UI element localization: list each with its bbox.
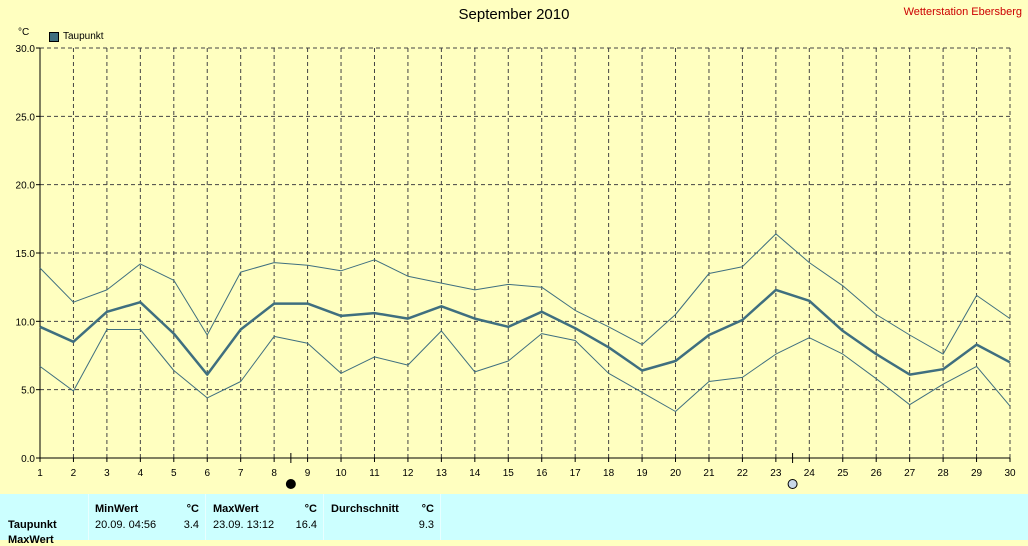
x-tick-label: 22: [737, 468, 749, 479]
min-value: 3.4: [183, 519, 199, 531]
series-line-mean: [39, 288, 1011, 376]
x-tick-label: 24: [804, 468, 816, 479]
min-time: 20.09. 04:56: [95, 519, 157, 531]
series: [39, 233, 1011, 412]
max-unit: °C: [304, 503, 317, 515]
stats-panel: Taupunkt MaxWert MinWert °C 20.09. 04:56…: [0, 494, 1028, 546]
grid: [39, 47, 1011, 459]
y-tick-label: 25.0: [16, 112, 36, 123]
x-tick-label: 25: [837, 468, 849, 479]
y-tick-label: 20.0: [16, 181, 36, 192]
x-tick-label: 1: [37, 468, 43, 479]
y-tick-label: 5.0: [21, 386, 35, 397]
stats-avg-column: Durchschnitt °C 9.3: [323, 494, 441, 540]
stats-row-label-2: MaxWert: [8, 534, 54, 546]
x-tick-label: 13: [436, 468, 448, 479]
y-tick-label: 15.0: [16, 249, 36, 260]
x-tick-label: 17: [570, 468, 582, 479]
min-header: MinWert: [95, 503, 139, 515]
avg-value: 9.3: [418, 519, 434, 531]
stats-max-column: MaxWert °C 23.09. 13:12 16.4: [205, 494, 323, 540]
max-time: 23.09. 13:12: [213, 519, 275, 531]
x-tick-label: 6: [204, 468, 210, 479]
x-tick-label: 19: [637, 468, 649, 479]
avg-unit: °C: [421, 503, 434, 515]
x-tick-label: 27: [904, 468, 916, 479]
x-tick-label: 14: [469, 468, 481, 479]
legend: Taupunkt: [49, 31, 104, 42]
x-tick-label: 23: [770, 468, 782, 479]
min-unit: °C: [186, 503, 199, 515]
stats-min-column: MinWert °C 20.09. 04:56 3.4: [88, 494, 205, 540]
axes: [36, 47, 1011, 462]
x-tick-label: 10: [335, 468, 347, 479]
legend-label: Taupunkt: [63, 31, 104, 42]
stats-row-label: Taupunkt: [8, 519, 57, 531]
x-tick-label: 21: [703, 468, 715, 479]
y-tick-label: 10.0: [16, 317, 36, 328]
max-header: MaxWert: [213, 503, 259, 515]
x-tick-label: 12: [402, 468, 414, 479]
x-tick-label: 26: [871, 468, 883, 479]
x-tick-label: 9: [305, 468, 311, 479]
moon-markers: [285, 453, 798, 489]
x-tick-label: 29: [971, 468, 983, 479]
y-tick-labels: 0.0 5.0 10.0 15.0 20.0 25.0 30.0: [16, 44, 36, 465]
y-unit-label: °C: [18, 27, 30, 38]
series-line-max: [39, 233, 1011, 355]
chart-svg: 0.05.010.015.020.025.030.0 1 2 3 4 5 6 7 8 9 10 11…: [16, 44, 1016, 489]
chart-title: September 2010: [458, 6, 570, 23]
x-tick-label: 30: [1004, 468, 1016, 479]
x-tick-label: 5: [171, 468, 177, 479]
x-tick-label: 16: [536, 468, 548, 479]
x-tick-label: 18: [603, 468, 615, 479]
new-moon-icon: [285, 479, 296, 489]
station-name: Wetterstation Ebersberg: [903, 6, 1022, 18]
x-tick-label: 28: [938, 468, 950, 479]
x-tick-label: 7: [238, 468, 244, 479]
full-moon-icon: [787, 479, 798, 489]
x-tick-label: 4: [138, 468, 144, 479]
x-tick-label: 3: [104, 468, 110, 479]
x-tick-label: 11: [369, 468, 380, 479]
legend-swatch: [49, 31, 59, 42]
x-tick-label: 8: [271, 468, 277, 479]
y-tick-label: 0.0: [21, 454, 35, 465]
series-line-min: [39, 329, 1011, 412]
y-tick-label: 30.0: [16, 44, 36, 55]
x-tick-label: 15: [503, 468, 515, 479]
x-tick-label: 20: [670, 468, 682, 479]
max-value: 16.4: [295, 519, 317, 531]
avg-header: Durchschnitt: [331, 503, 399, 515]
x-tick-label: 2: [71, 468, 77, 479]
x-tick-labels: 1 2 3 4 5 6 7 8 9 10 11 12 13 14 15 16 17 18 19 20 21 22 23 24 2…: [37, 468, 1016, 479]
